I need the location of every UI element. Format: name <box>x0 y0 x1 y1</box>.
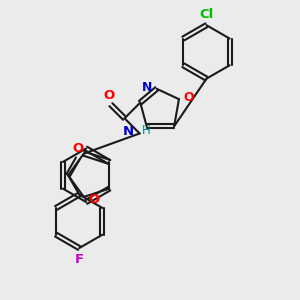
Text: N: N <box>123 125 134 139</box>
Text: Cl: Cl <box>199 8 214 21</box>
Text: O: O <box>183 91 194 104</box>
Text: F: F <box>75 253 84 266</box>
Text: O: O <box>104 89 115 102</box>
Text: O: O <box>72 142 83 155</box>
Text: O: O <box>88 193 100 206</box>
Text: N: N <box>142 81 152 94</box>
Text: H: H <box>142 124 151 137</box>
